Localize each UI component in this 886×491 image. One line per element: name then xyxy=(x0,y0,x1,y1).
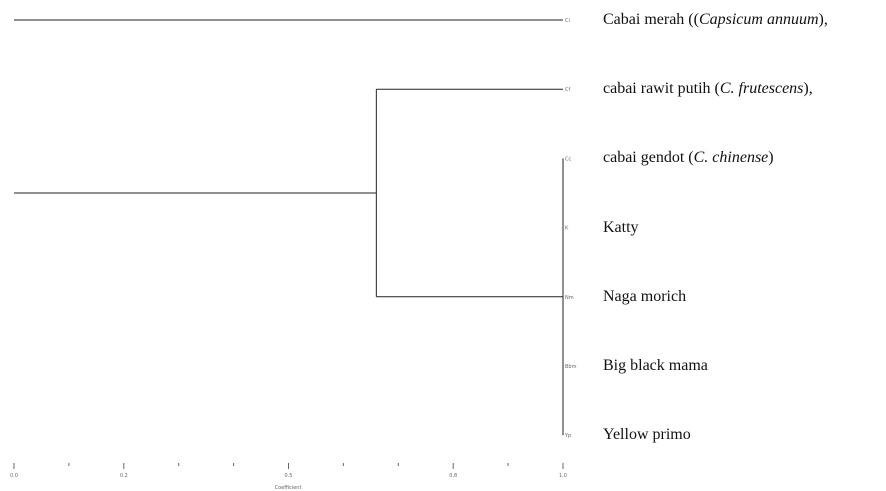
leaf-label-text: Yellow primo xyxy=(603,426,691,444)
axis-ticks: 0.0 0.2 0.5 0.8 1.0 xyxy=(10,463,567,479)
leaf-code: K xyxy=(565,226,569,232)
leaf-label-suffix: ), xyxy=(803,80,813,98)
leaf-label: Naga morich xyxy=(603,287,686,307)
leaf-label: Cabai merah ((Capsicum annuum), xyxy=(603,10,828,30)
leaf-label-text: Katty xyxy=(603,218,639,236)
leaf-code: Cf xyxy=(565,87,570,93)
leaf-label: Yellow primo xyxy=(603,425,691,445)
leaf-code-labels: Ci Cf Cc K Nm Bbm Yp xyxy=(564,18,577,439)
leaf-label-italic: C. frutescens xyxy=(719,80,804,98)
leaf-label: cabai rawit putih (C. frutescens), xyxy=(603,79,813,99)
leaf-label: Big black mama xyxy=(603,356,708,376)
leaf-code: Ci xyxy=(565,18,570,24)
axis-tick-label: 0.8 xyxy=(449,473,457,479)
axis-title: Coefficient xyxy=(275,485,302,491)
leaf-label-text: Cabai merah (( xyxy=(603,11,699,28)
leaf-code: Cc xyxy=(565,156,571,162)
leaf-label-text: Big black mama xyxy=(603,357,708,374)
leaf-label-italic: C. chinense xyxy=(693,149,769,167)
leaf-label-text: Naga morich xyxy=(603,287,687,305)
leaf-label-suffix: ) xyxy=(768,149,774,167)
leaf-code: Nm xyxy=(565,295,574,301)
axis-tick-label: 1.0 xyxy=(559,473,567,479)
leaf-label-italic: Capsicum annuum xyxy=(698,11,819,28)
coefficient-axis: 0.0 0.2 0.5 0.8 1.0 Coefficient xyxy=(10,463,567,491)
axis-tick-label: 0.2 xyxy=(120,473,128,479)
axis-tick-label: 0.5 xyxy=(285,473,293,479)
leaf-label-suffix: ), xyxy=(818,11,828,28)
leaf-label: Katty xyxy=(603,218,639,238)
leaf-label-text: cabai rawit putih ( xyxy=(603,80,720,98)
leaf-code: Bbm xyxy=(565,364,577,370)
leaf-code: Yp xyxy=(564,433,571,439)
leaf-label-text: cabai gendot ( xyxy=(603,149,694,167)
leaf-label: cabai gendot (C. chinense) xyxy=(603,148,774,168)
axis-tick-label: 0.0 xyxy=(10,473,18,479)
dendrogram-branches xyxy=(14,19,564,436)
